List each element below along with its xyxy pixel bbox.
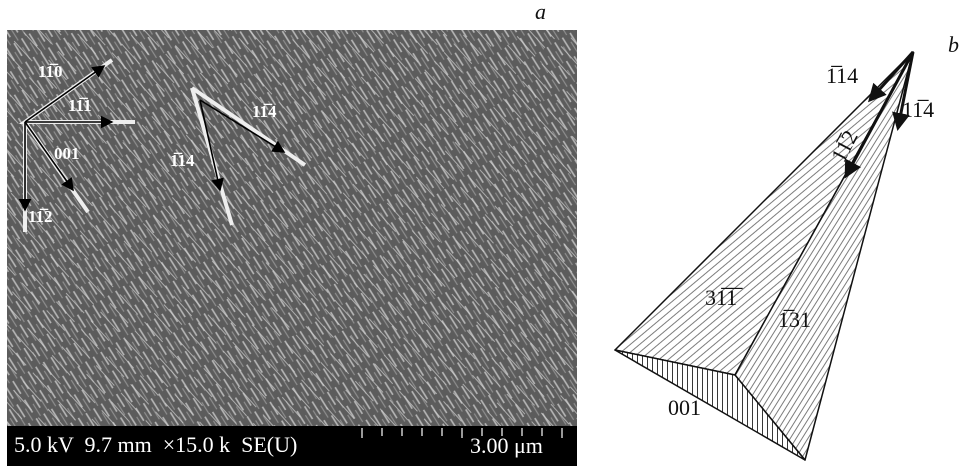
direction-label: 11̅4	[252, 102, 277, 121]
direction-label: 1̅14	[826, 63, 858, 88]
face-label: 001	[668, 395, 701, 420]
direction-label: 11̅4	[902, 97, 934, 122]
crystal	[615, 52, 913, 460]
direction-label: 001	[54, 144, 80, 163]
direction-label: 11̅1	[68, 96, 92, 115]
sem-info: 5.0 kV 9.7 mm ×15.0 k SE(U)	[14, 432, 297, 457]
direction-label: 1̅14	[170, 151, 195, 170]
direction-label: 11̅2	[28, 207, 53, 226]
panel-label: b	[948, 32, 959, 57]
panel-label: a	[535, 0, 546, 24]
face-label: 1̅31	[778, 307, 811, 332]
scale-length: 3.00 μm	[470, 433, 543, 458]
figure: a 11̅0 11̅1 001 11̅2 1̅14 11̅4 5.0 kV 9.…	[0, 0, 965, 466]
direction-label: 11̅0	[38, 62, 63, 81]
micrograph-texture	[7, 30, 577, 426]
micrograph: 11̅0 11̅1 001 11̅2 1̅14 11̅4 5.0 kV 9.7 …	[7, 30, 577, 466]
